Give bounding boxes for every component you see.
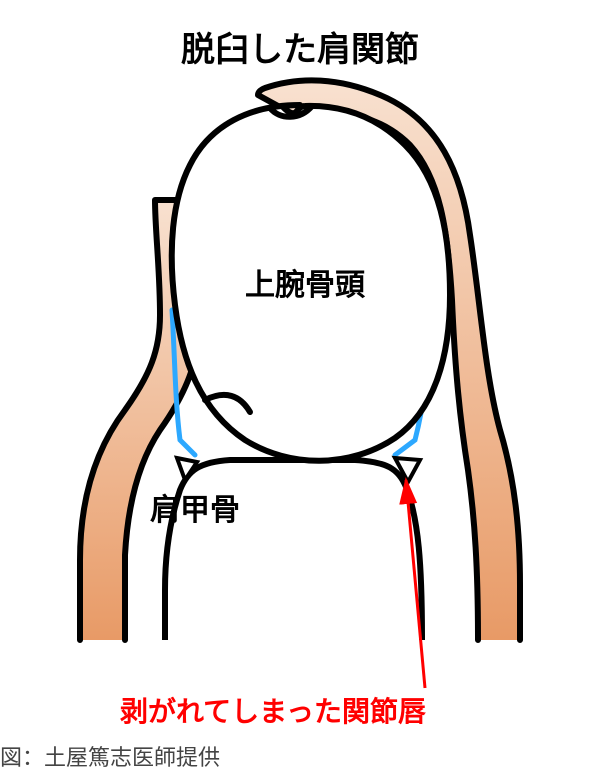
- attribution-label: 図：土屋篤志医師提供: [0, 740, 220, 772]
- shoulder-joint-illustration: [0, 0, 600, 770]
- diagram-canvas: 脱臼した肩関節 上腕骨頭 肩: [0, 0, 600, 770]
- humeral-head-label: 上腕骨頭: [245, 260, 365, 304]
- detached-labrum-label: 剥がれてしまった関節唇: [120, 690, 426, 730]
- scapula-label: 肩甲骨: [150, 485, 240, 529]
